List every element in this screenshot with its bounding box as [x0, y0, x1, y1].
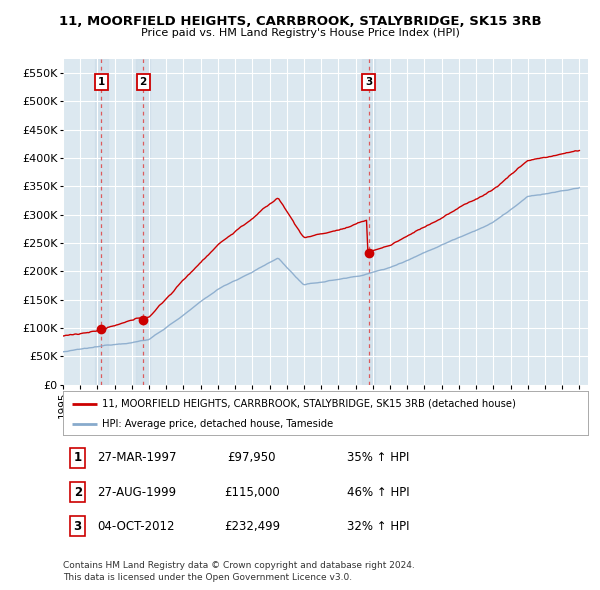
Text: Price paid vs. HM Land Registry's House Price Index (HPI): Price paid vs. HM Land Registry's House …	[140, 28, 460, 38]
Text: This data is licensed under the Open Government Licence v3.0.: This data is licensed under the Open Gov…	[63, 572, 352, 582]
Text: 3: 3	[365, 77, 372, 87]
Bar	[362, 59, 376, 385]
Text: HPI: Average price, detached house, Tameside: HPI: Average price, detached house, Tame…	[103, 419, 334, 430]
Text: 11, MOORFIELD HEIGHTS, CARRBROOK, STALYBRIDGE, SK15 3RB: 11, MOORFIELD HEIGHTS, CARRBROOK, STALYB…	[59, 15, 541, 28]
Text: 1: 1	[98, 77, 105, 87]
Bar	[95, 59, 108, 385]
Text: 3: 3	[74, 520, 82, 533]
Text: 46% ↑ HPI: 46% ↑ HPI	[347, 486, 409, 499]
Text: £232,499: £232,499	[224, 520, 280, 533]
Text: 27-MAR-1997: 27-MAR-1997	[97, 451, 176, 464]
Text: 2: 2	[140, 77, 147, 87]
Text: Contains HM Land Registry data © Crown copyright and database right 2024.: Contains HM Land Registry data © Crown c…	[63, 560, 415, 570]
Text: 2: 2	[74, 486, 82, 499]
Text: 04-OCT-2012: 04-OCT-2012	[98, 520, 175, 533]
Bar	[136, 59, 150, 385]
Text: 1: 1	[74, 451, 82, 464]
Text: 32% ↑ HPI: 32% ↑ HPI	[347, 520, 409, 533]
Text: 35% ↑ HPI: 35% ↑ HPI	[347, 451, 409, 464]
Text: £115,000: £115,000	[224, 486, 280, 499]
Text: £97,950: £97,950	[228, 451, 276, 464]
Text: 11, MOORFIELD HEIGHTS, CARRBROOK, STALYBRIDGE, SK15 3RB (detached house): 11, MOORFIELD HEIGHTS, CARRBROOK, STALYB…	[103, 399, 516, 408]
Text: 27-AUG-1999: 27-AUG-1999	[97, 486, 176, 499]
